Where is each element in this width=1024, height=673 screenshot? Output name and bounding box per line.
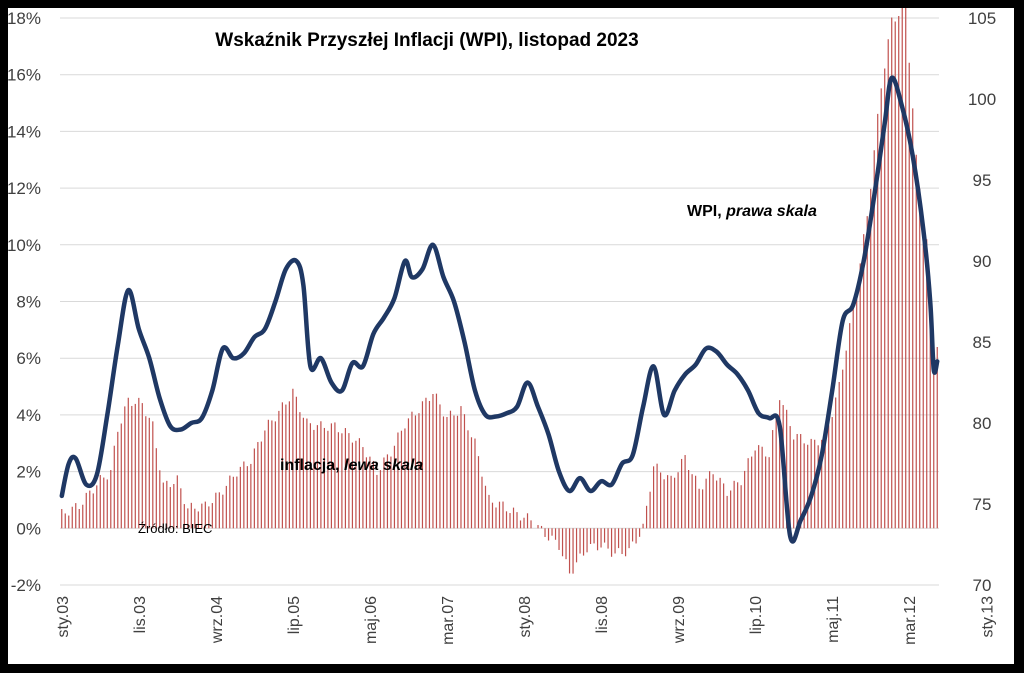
x-tick-label: wrz.04 <box>209 596 226 644</box>
left-tick-label: 8% <box>16 293 41 312</box>
wpi-annotation-scale: prawa skala <box>725 203 817 220</box>
right-tick-label: 70 <box>973 576 992 595</box>
inflation-bars <box>61 8 938 574</box>
left-tick-label: 12% <box>8 179 41 198</box>
right-tick-label: 85 <box>973 333 992 352</box>
chart-canvas: -2% 0% 2% 4% 6% 8% 10% 12% 14% 16% 18% 70 75 80 85 90 9… <box>8 8 997 645</box>
x-tick-label: wrz.09 <box>671 596 688 644</box>
x-tick-label: lip.10 <box>748 596 765 634</box>
left-tick-label: 0% <box>16 519 41 538</box>
x-tick-label: sty.13 <box>979 596 996 638</box>
x-tick-label: mar.07 <box>440 596 457 645</box>
x-tick-label: maj.11 <box>825 596 842 643</box>
left-tick-label: 4% <box>16 406 41 425</box>
chart-frame: -2% 0% 2% 4% 6% 8% 10% 12% 14% 16% 18% 70 75 80 85 90 9… <box>8 8 1014 664</box>
left-tick-label: 2% <box>16 463 41 482</box>
x-tick-label: maj.06 <box>363 596 380 644</box>
left-tick-label: 16% <box>8 66 41 85</box>
inflation-annotation: inflacja, lewa skala <box>280 457 423 474</box>
right-tick-label: 100 <box>968 90 996 109</box>
right-tick-label: 90 <box>973 252 992 271</box>
wpi-line <box>59 75 940 544</box>
left-axis: -2% 0% 2% 4% 6% 8% 10% 12% 14% 16% 18% <box>8 9 41 595</box>
x-tick-label: sty.03 <box>55 596 72 638</box>
gridlines <box>60 17 939 586</box>
x-tick-label: lis.08 <box>594 596 611 633</box>
chart-title: Wskaźnik Przyszłej Inflacji (WPI), listo… <box>215 30 638 51</box>
right-tick-label: 95 <box>973 171 992 190</box>
x-tick-label: sty.08 <box>517 596 534 638</box>
x-tick-label: lis.03 <box>132 596 149 633</box>
right-tick-label: 75 <box>973 495 992 514</box>
inflation-annotation-label: inflacja, <box>280 457 344 474</box>
x-tick-label: lip.05 <box>286 596 303 634</box>
right-axis: 70 75 80 85 90 95 100 105 <box>968 9 996 595</box>
wpi-annotation: WPI, prawa skala <box>687 203 817 220</box>
x-tick-label: mar.12 <box>902 596 919 645</box>
left-tick-label: -2% <box>11 576 41 595</box>
wpi-line-group <box>59 75 940 544</box>
wpi-annotation-label: WPI, <box>687 203 726 220</box>
left-tick-label: 14% <box>8 122 41 141</box>
inflation-annotation-scale: lewa skala <box>344 457 423 474</box>
left-tick-label: 6% <box>16 349 41 368</box>
x-axis: sty.03 lis.03 wrz.04 lip.05 maj.06 mar.07 sty.… <box>55 596 997 645</box>
source-note: Źródło: BIEC <box>138 521 212 536</box>
left-tick-label: 18% <box>8 9 41 28</box>
right-tick-label: 80 <box>973 414 992 433</box>
left-tick-label: 10% <box>8 236 41 255</box>
right-tick-label: 105 <box>968 9 996 28</box>
